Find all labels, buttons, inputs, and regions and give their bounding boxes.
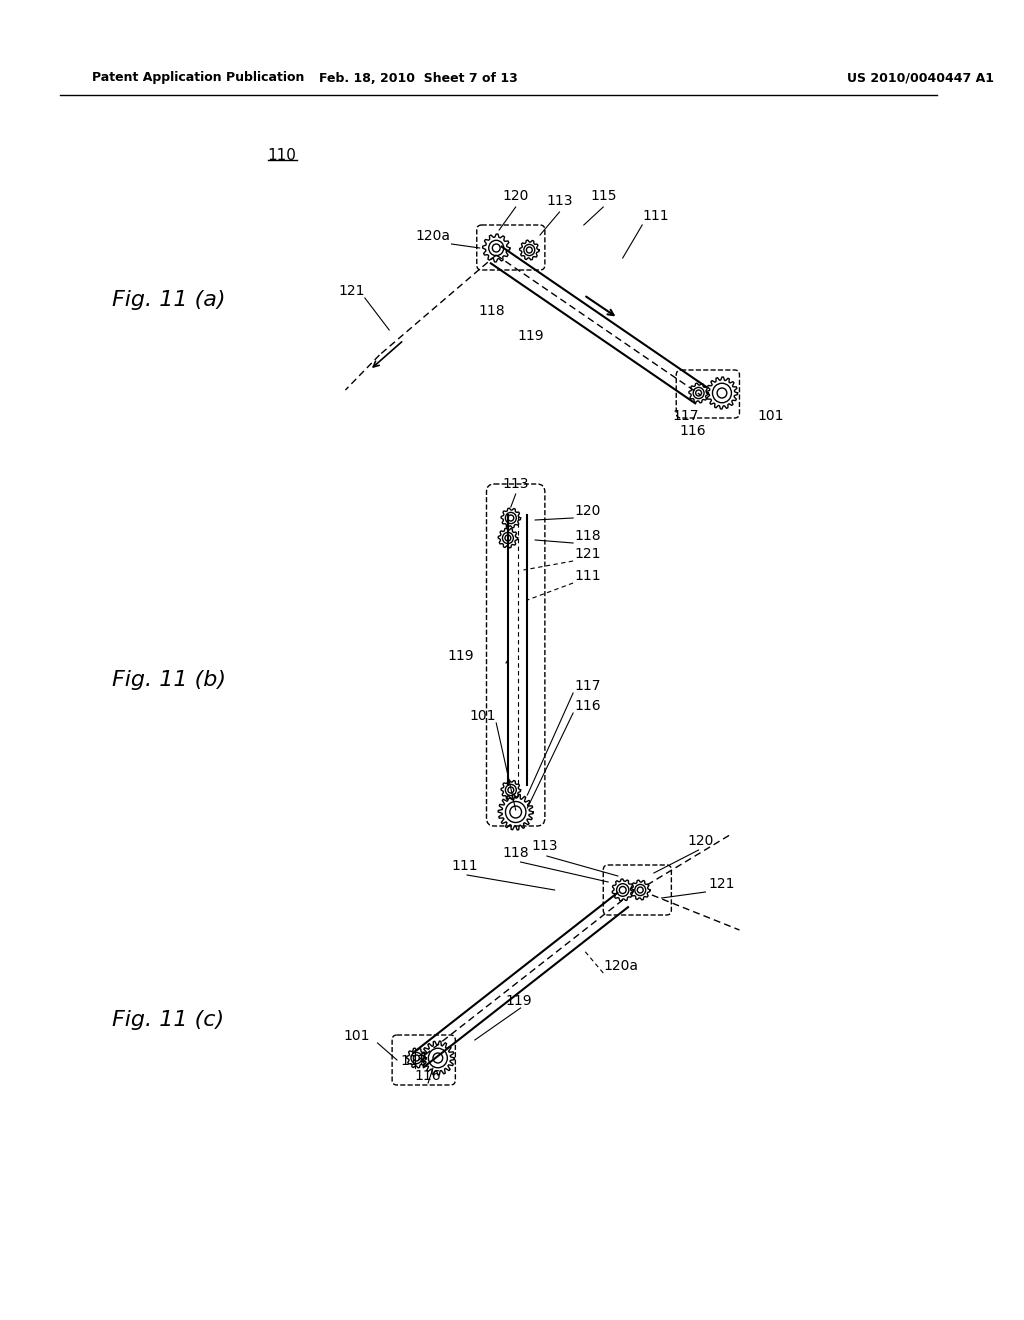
Text: 101: 101 bbox=[343, 1030, 370, 1043]
Circle shape bbox=[526, 247, 532, 253]
Text: 110: 110 bbox=[267, 148, 297, 162]
Text: 116: 116 bbox=[680, 424, 707, 438]
Text: 117: 117 bbox=[574, 678, 600, 693]
Text: Feb. 18, 2010  Sheet 7 of 13: Feb. 18, 2010 Sheet 7 of 13 bbox=[319, 71, 518, 84]
Text: Patent Application Publication: Patent Application Publication bbox=[92, 71, 305, 84]
Text: 113: 113 bbox=[546, 194, 572, 209]
Text: 111: 111 bbox=[642, 209, 669, 223]
Text: 117: 117 bbox=[400, 1053, 427, 1068]
Circle shape bbox=[510, 807, 521, 818]
Text: 119: 119 bbox=[505, 994, 531, 1008]
Text: 120: 120 bbox=[503, 189, 528, 203]
Text: 120: 120 bbox=[574, 504, 600, 517]
Circle shape bbox=[508, 515, 514, 521]
Text: 111: 111 bbox=[574, 569, 601, 583]
Circle shape bbox=[505, 535, 511, 541]
Text: 119: 119 bbox=[447, 649, 474, 663]
Circle shape bbox=[508, 787, 514, 793]
Text: 118: 118 bbox=[574, 529, 601, 543]
Circle shape bbox=[695, 389, 701, 396]
Circle shape bbox=[637, 887, 643, 894]
Text: 119: 119 bbox=[517, 329, 544, 343]
Circle shape bbox=[493, 244, 500, 252]
Circle shape bbox=[414, 1055, 420, 1061]
Text: 120a: 120a bbox=[416, 228, 451, 243]
Text: 121: 121 bbox=[574, 546, 600, 561]
Text: 116: 116 bbox=[415, 1069, 441, 1082]
Text: US 2010/0040447 A1: US 2010/0040447 A1 bbox=[847, 71, 993, 84]
Text: Fig. 11 (b): Fig. 11 (b) bbox=[112, 671, 226, 690]
Text: Fig. 11 (a): Fig. 11 (a) bbox=[112, 290, 225, 310]
Text: 121: 121 bbox=[338, 284, 365, 298]
Circle shape bbox=[717, 388, 727, 399]
Text: 111: 111 bbox=[452, 859, 478, 873]
Text: 118: 118 bbox=[503, 846, 529, 861]
Text: Fig. 11 (c): Fig. 11 (c) bbox=[112, 1010, 224, 1030]
Text: 117: 117 bbox=[672, 409, 698, 422]
Text: 101: 101 bbox=[470, 709, 497, 723]
Text: 115: 115 bbox=[590, 189, 616, 203]
Text: 116: 116 bbox=[574, 700, 601, 713]
Circle shape bbox=[620, 887, 626, 894]
Text: 113: 113 bbox=[531, 840, 558, 853]
Text: 113: 113 bbox=[503, 477, 529, 491]
Text: 120: 120 bbox=[687, 834, 714, 847]
Text: 121: 121 bbox=[709, 876, 735, 891]
Text: 118: 118 bbox=[478, 304, 505, 318]
Text: 101: 101 bbox=[757, 409, 783, 422]
Circle shape bbox=[433, 1053, 442, 1063]
Text: 120a: 120a bbox=[603, 960, 638, 973]
